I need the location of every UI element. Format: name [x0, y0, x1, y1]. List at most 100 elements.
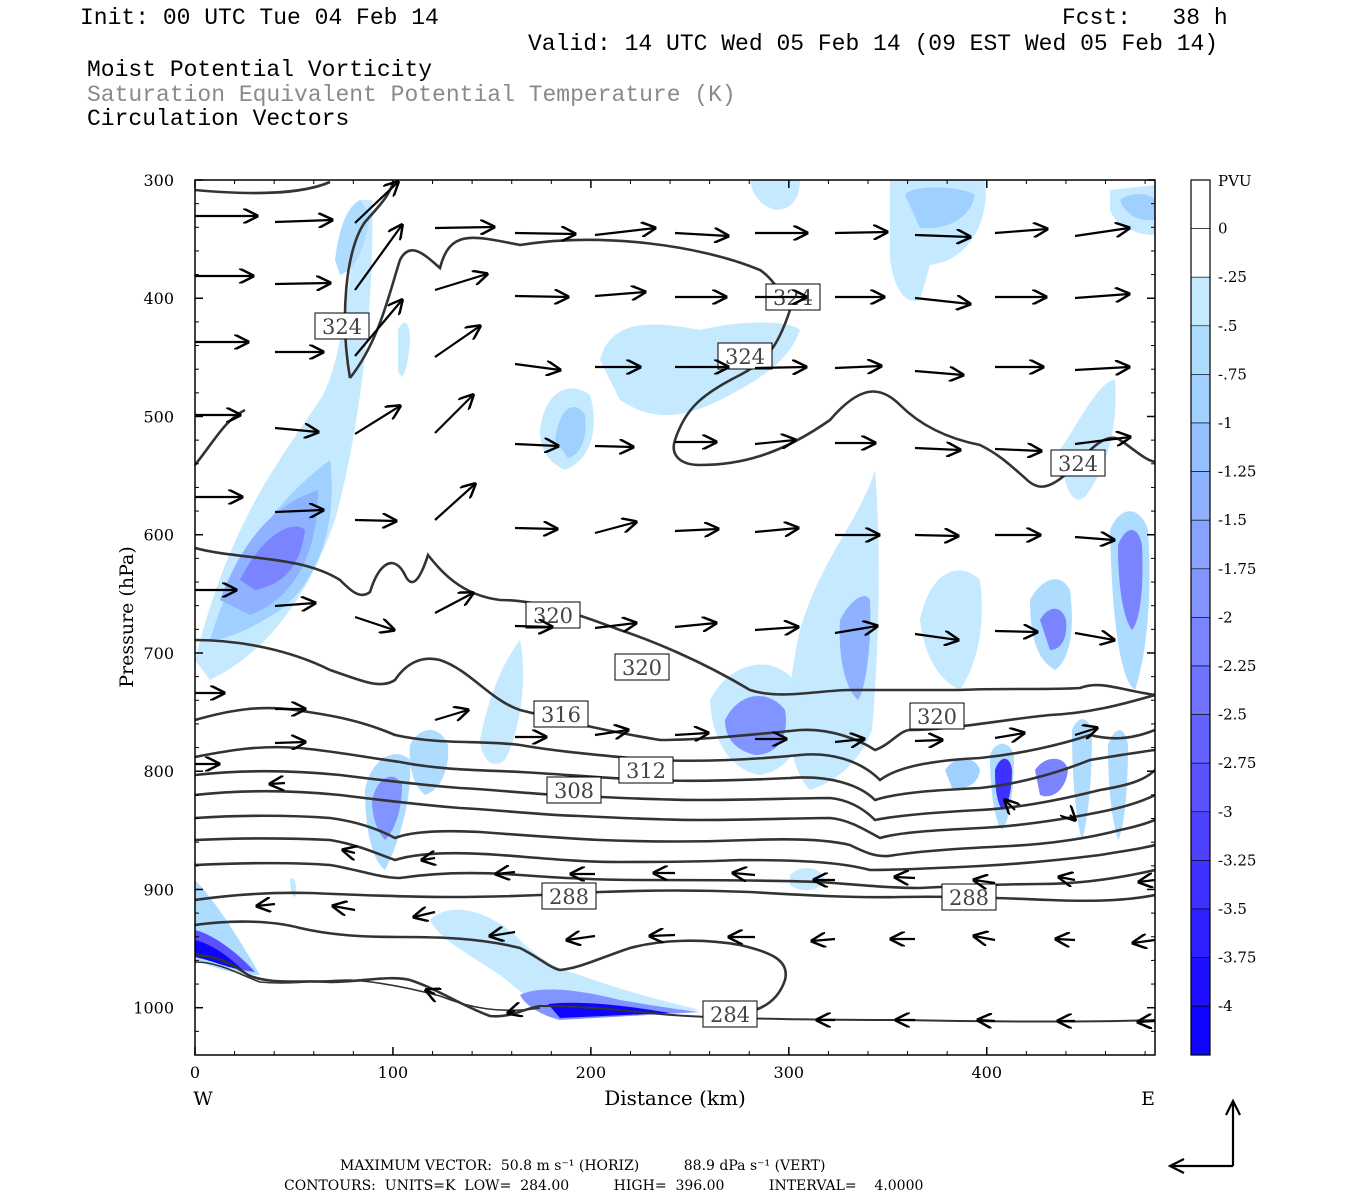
circulation-vector	[594, 623, 636, 628]
colorbar-swatch	[1190, 179, 1211, 229]
circulation-vector	[914, 371, 963, 375]
colorbar-swatch	[1190, 860, 1211, 910]
circulation-vector	[895, 877, 916, 878]
circulation-vector	[994, 449, 1041, 451]
y-tick-label: 700	[143, 644, 174, 663]
contour-label-box	[614, 653, 670, 681]
colorbar-swatch	[1190, 228, 1211, 278]
colorbar-swatch	[1190, 1005, 1211, 1056]
circulation-vector	[1059, 877, 1076, 880]
circulation-vector	[514, 528, 557, 529]
colorbar-swatch	[1190, 325, 1211, 375]
colorbar-swatch	[1190, 374, 1211, 424]
x-tick-label: 0	[190, 1063, 200, 1082]
circulation-vector	[974, 936, 996, 940]
circulation-vector	[567, 936, 596, 940]
contour-label: 324	[1058, 452, 1098, 476]
colorbar-label: -.25	[1218, 268, 1247, 286]
colorbar-label: -3	[1218, 803, 1233, 821]
contour-label: 324	[725, 345, 765, 369]
contour-label: 320	[622, 656, 662, 680]
circulation-vector	[434, 484, 475, 521]
contour-label: 288	[549, 885, 589, 909]
colorbar-label: -3.75	[1218, 949, 1256, 967]
circulation-vector	[354, 182, 398, 224]
circulation-vector	[994, 631, 1037, 632]
contour-label: 312	[626, 759, 666, 783]
circulation-vector	[354, 615, 394, 630]
colorbar-swatch	[1190, 422, 1211, 472]
circulation-vector	[426, 990, 435, 994]
circulation-vector	[274, 283, 330, 284]
circulation-vector	[994, 733, 1024, 738]
x-tick-label: 200	[576, 1063, 607, 1082]
contour-label-box	[1050, 449, 1106, 477]
contour-label-box	[541, 882, 597, 910]
contour-label-box	[618, 756, 674, 784]
west-label: W	[193, 1088, 213, 1110]
circulation-vector	[914, 740, 942, 741]
field-title-vectors: Circulation Vectors	[87, 106, 350, 132]
circulation-vector	[674, 623, 716, 627]
colorbar-label: -1	[1218, 414, 1233, 432]
contour-label: 320	[533, 604, 573, 628]
circulation-vector	[1074, 437, 1130, 444]
circulation-vector	[674, 233, 728, 236]
y-tick-label: 900	[143, 880, 174, 899]
y-tick-label: 800	[143, 762, 174, 781]
circulation-vector	[274, 220, 332, 222]
contour-label-box	[533, 700, 589, 728]
colorbar-label: -1.75	[1218, 560, 1256, 578]
y-tick-label: 1000	[133, 999, 174, 1018]
circulation-vector	[594, 446, 633, 447]
contour-label: 316	[541, 703, 581, 727]
circulation-vector	[434, 710, 468, 720]
contour-label-box	[546, 776, 602, 804]
circulation-vector	[914, 535, 958, 536]
colorbar-label: -2.75	[1218, 754, 1256, 772]
colorbar-swatch	[1190, 665, 1211, 715]
circulation-vector	[434, 593, 473, 614]
circulation-vector	[974, 880, 996, 883]
y-tick-label: 600	[143, 526, 174, 545]
colorbar-label: -1.25	[1218, 463, 1256, 481]
colorbar-label: -2.25	[1218, 657, 1256, 675]
contour-label: 288	[949, 886, 989, 910]
circulation-vector	[257, 904, 276, 906]
y-tick-label: 300	[143, 171, 174, 190]
contour-info: CONTOURS: UNITS=K LOW= 284.00 HIGH= 396.…	[284, 1178, 924, 1194]
circulation-vector	[422, 858, 435, 860]
circulation-vector	[914, 235, 970, 237]
circulation-vector	[1074, 294, 1129, 298]
colorbar-label: -.75	[1218, 365, 1247, 383]
valid-time: Valid: 14 UTC Wed 05 Feb 14 (09 EST Wed …	[528, 31, 1219, 57]
circulation-vector	[594, 228, 655, 235]
circulation-vector	[274, 742, 305, 743]
colorbar-label: -.5	[1218, 317, 1237, 335]
circulation-vector	[594, 730, 628, 735]
contour-label: 324	[322, 315, 362, 339]
reference-vector-icon	[1167, 1098, 1241, 1174]
contour-label: 320	[917, 705, 957, 729]
colorbar-swatch	[1190, 471, 1211, 521]
colorbar-swatch	[1190, 519, 1211, 570]
x-tick-label: 400	[971, 1063, 1002, 1082]
field-title-thetae: Saturation Equivalent Potential Temperat…	[87, 82, 736, 108]
circulation-vector	[514, 444, 558, 446]
y-axis-label: Pressure (hPa)	[116, 546, 138, 688]
contour-label-box	[941, 883, 997, 911]
field-title-mpv: Moist Potential Vorticity	[87, 57, 433, 83]
plot-frame	[194, 179, 1156, 1056]
circulation-vector	[434, 326, 480, 358]
circulation-vector	[514, 296, 568, 297]
contour-label-box	[314, 312, 370, 340]
contour-label: 308	[554, 779, 594, 803]
max-vector-info: MAXIMUM VECTOR: 50.8 m s⁻¹ (HORIZ) 88.9 …	[340, 1158, 826, 1174]
colorbar-label: -3.25	[1218, 851, 1256, 869]
y-tick-label: 500	[143, 407, 174, 426]
circulation-vector	[1139, 880, 1155, 882]
circulation-vector	[1074, 633, 1114, 640]
circulation-vector	[754, 440, 795, 444]
colorbar-label: -4	[1218, 997, 1233, 1015]
